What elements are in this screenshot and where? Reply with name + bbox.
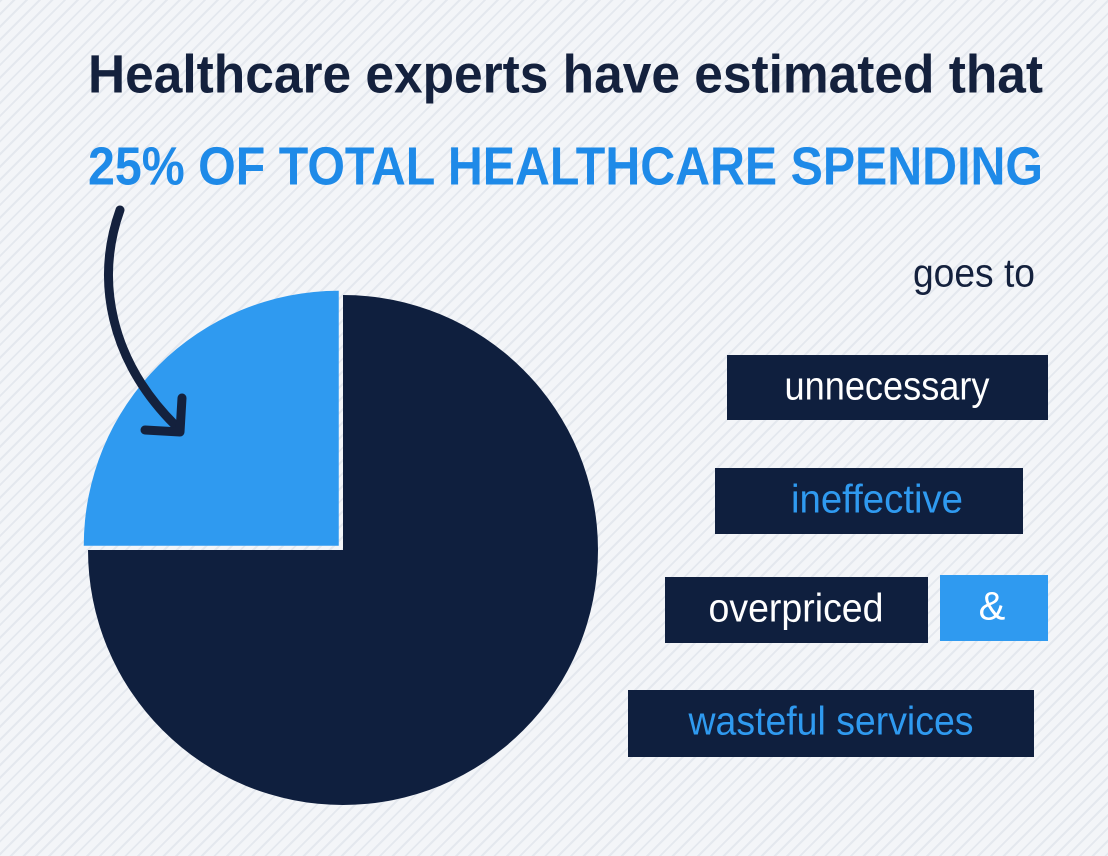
subtitle: 25% OF TOTAL HEALTHCARE SPENDING (88, 136, 1043, 196)
pie (83, 290, 598, 805)
label-box (628, 690, 1034, 757)
arrow (104, 205, 180, 430)
pie-slice (88, 295, 598, 805)
annotation: wasteful services (688, 700, 974, 744)
annotation: unnecessary (785, 365, 990, 409)
annotation: goes to (913, 252, 1035, 296)
label-box (665, 577, 928, 643)
title: Healthcare experts have estimated that (88, 44, 1043, 104)
annotation: & (979, 585, 1006, 629)
label-box (715, 468, 1023, 534)
label-box (727, 355, 1048, 420)
pie-slice (83, 290, 339, 546)
label-box (940, 575, 1048, 641)
arrow-head (140, 393, 187, 437)
annotation: overpriced (709, 587, 884, 631)
annotation: ineffective (791, 478, 963, 522)
